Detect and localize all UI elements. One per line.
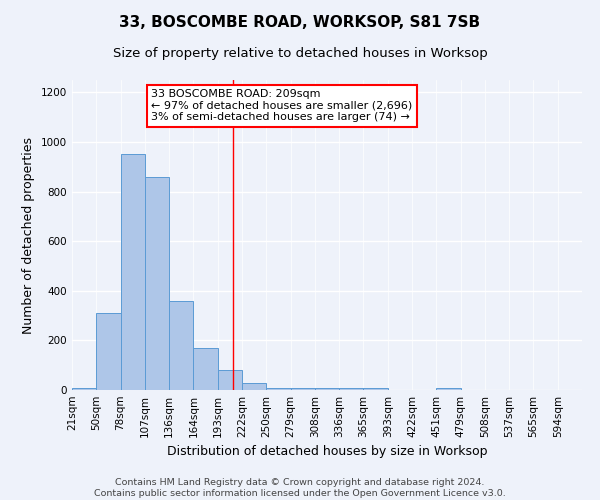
Bar (266, 388, 290, 390)
Bar (193, 348, 218, 390)
X-axis label: Distribution of detached houses by size in Worksop: Distribution of detached houses by size … (167, 446, 487, 458)
Bar (290, 388, 315, 390)
Bar (339, 388, 364, 390)
Text: 33 BOSCOMBE ROAD: 209sqm
← 97% of detached houses are smaller (2,696)
3% of semi: 33 BOSCOMBE ROAD: 209sqm ← 97% of detach… (151, 90, 412, 122)
Text: 33, BOSCOMBE ROAD, WORKSOP, S81 7SB: 33, BOSCOMBE ROAD, WORKSOP, S81 7SB (119, 15, 481, 30)
Bar (72, 388, 96, 390)
Bar (169, 300, 193, 390)
Bar (242, 382, 266, 390)
Bar (121, 154, 145, 390)
Y-axis label: Number of detached properties: Number of detached properties (22, 136, 35, 334)
Text: Size of property relative to detached houses in Worksop: Size of property relative to detached ho… (113, 48, 487, 60)
Text: Contains HM Land Registry data © Crown copyright and database right 2024.
Contai: Contains HM Land Registry data © Crown c… (94, 478, 506, 498)
Bar (364, 388, 388, 390)
Bar (315, 388, 339, 390)
Bar (145, 176, 169, 390)
Bar (96, 313, 121, 390)
Bar (436, 388, 461, 390)
Bar (218, 370, 242, 390)
